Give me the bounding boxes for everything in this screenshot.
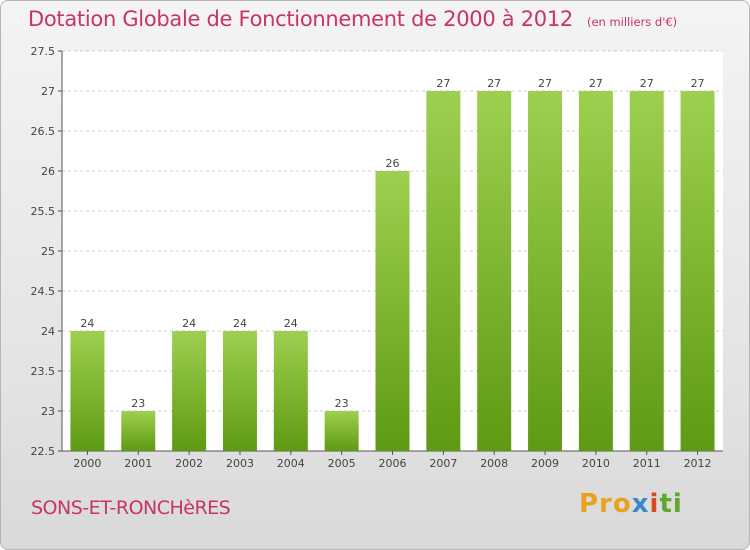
x-tick-label: 2003	[226, 457, 254, 470]
y-tick-label: 24	[41, 325, 55, 338]
logo-part: i	[649, 489, 660, 519]
bar-2011	[629, 91, 664, 451]
y-tick-label: 22.5	[31, 445, 56, 458]
y-tick-label: 24.5	[31, 285, 56, 298]
chart-title-text: Dotation Globale de Fonctionnement de 20…	[28, 7, 573, 31]
x-tick-label: 2012	[684, 457, 712, 470]
y-tick-label: 27	[41, 85, 55, 98]
data-label: 23	[131, 397, 145, 410]
logo-part: x	[631, 489, 650, 519]
x-tick-label: 2009	[531, 457, 559, 470]
y-tick-label: 26	[41, 165, 55, 178]
data-label: 27	[538, 77, 552, 90]
y-tick-label: 23	[41, 405, 55, 418]
bar-2002	[172, 331, 207, 451]
bar-2005	[324, 411, 359, 451]
bar-2001	[121, 411, 156, 451]
bar-2006	[375, 171, 410, 451]
data-label: 27	[691, 77, 705, 90]
y-tick-label: 23.5	[31, 365, 56, 378]
unit-note: (en milliers d'€)	[586, 15, 678, 29]
bars	[70, 91, 715, 451]
x-tick-label: 2010	[582, 457, 610, 470]
y-tick-label: 27.5	[31, 45, 56, 58]
bar-2012	[680, 91, 715, 451]
x-tick-label: 2005	[328, 457, 356, 470]
x-tick-label: 2000	[73, 457, 101, 470]
x-tick-label: 2008	[480, 457, 508, 470]
data-label: 23	[335, 397, 349, 410]
bar-2004	[273, 331, 308, 451]
data-label: 26	[386, 157, 400, 170]
bar-2008	[477, 91, 512, 451]
y-tick-label: 25	[41, 245, 55, 258]
data-label: 24	[233, 317, 247, 330]
proxiti-logo: Proxiti	[579, 489, 683, 519]
data-label: 24	[182, 317, 196, 330]
data-label: 27	[640, 77, 654, 90]
commune-name: SONS-ET-RONCHèRES	[31, 497, 231, 519]
bar-2003	[222, 331, 257, 451]
bar-2007	[426, 91, 461, 451]
data-labels: 24 23 24 24 24 23 26 27 27 27 27 27 27	[80, 77, 704, 410]
x-tick-label: 2002	[175, 457, 203, 470]
x-tick-label: 2004	[277, 457, 305, 470]
y-tick-label: 26.5	[31, 125, 56, 138]
logo-part: ti	[659, 489, 683, 519]
data-label: 27	[436, 77, 450, 90]
x-tick-label: 2007	[429, 457, 457, 470]
logo-part: Pro	[579, 489, 632, 519]
bar-2010	[578, 91, 613, 451]
data-label: 27	[487, 77, 501, 90]
x-tick-label: 2001	[124, 457, 152, 470]
bar-2009	[528, 91, 563, 451]
data-label: 24	[80, 317, 94, 330]
data-label: 24	[284, 317, 298, 330]
bar-2000	[70, 331, 105, 451]
x-tick-label: 2006	[379, 457, 407, 470]
data-label: 27	[589, 77, 603, 90]
x-tick-label: 2011	[633, 457, 661, 470]
y-tick-label: 25.5	[31, 205, 56, 218]
chart-title: Dotation Globale de Fonctionnement de 20…	[28, 7, 677, 31]
